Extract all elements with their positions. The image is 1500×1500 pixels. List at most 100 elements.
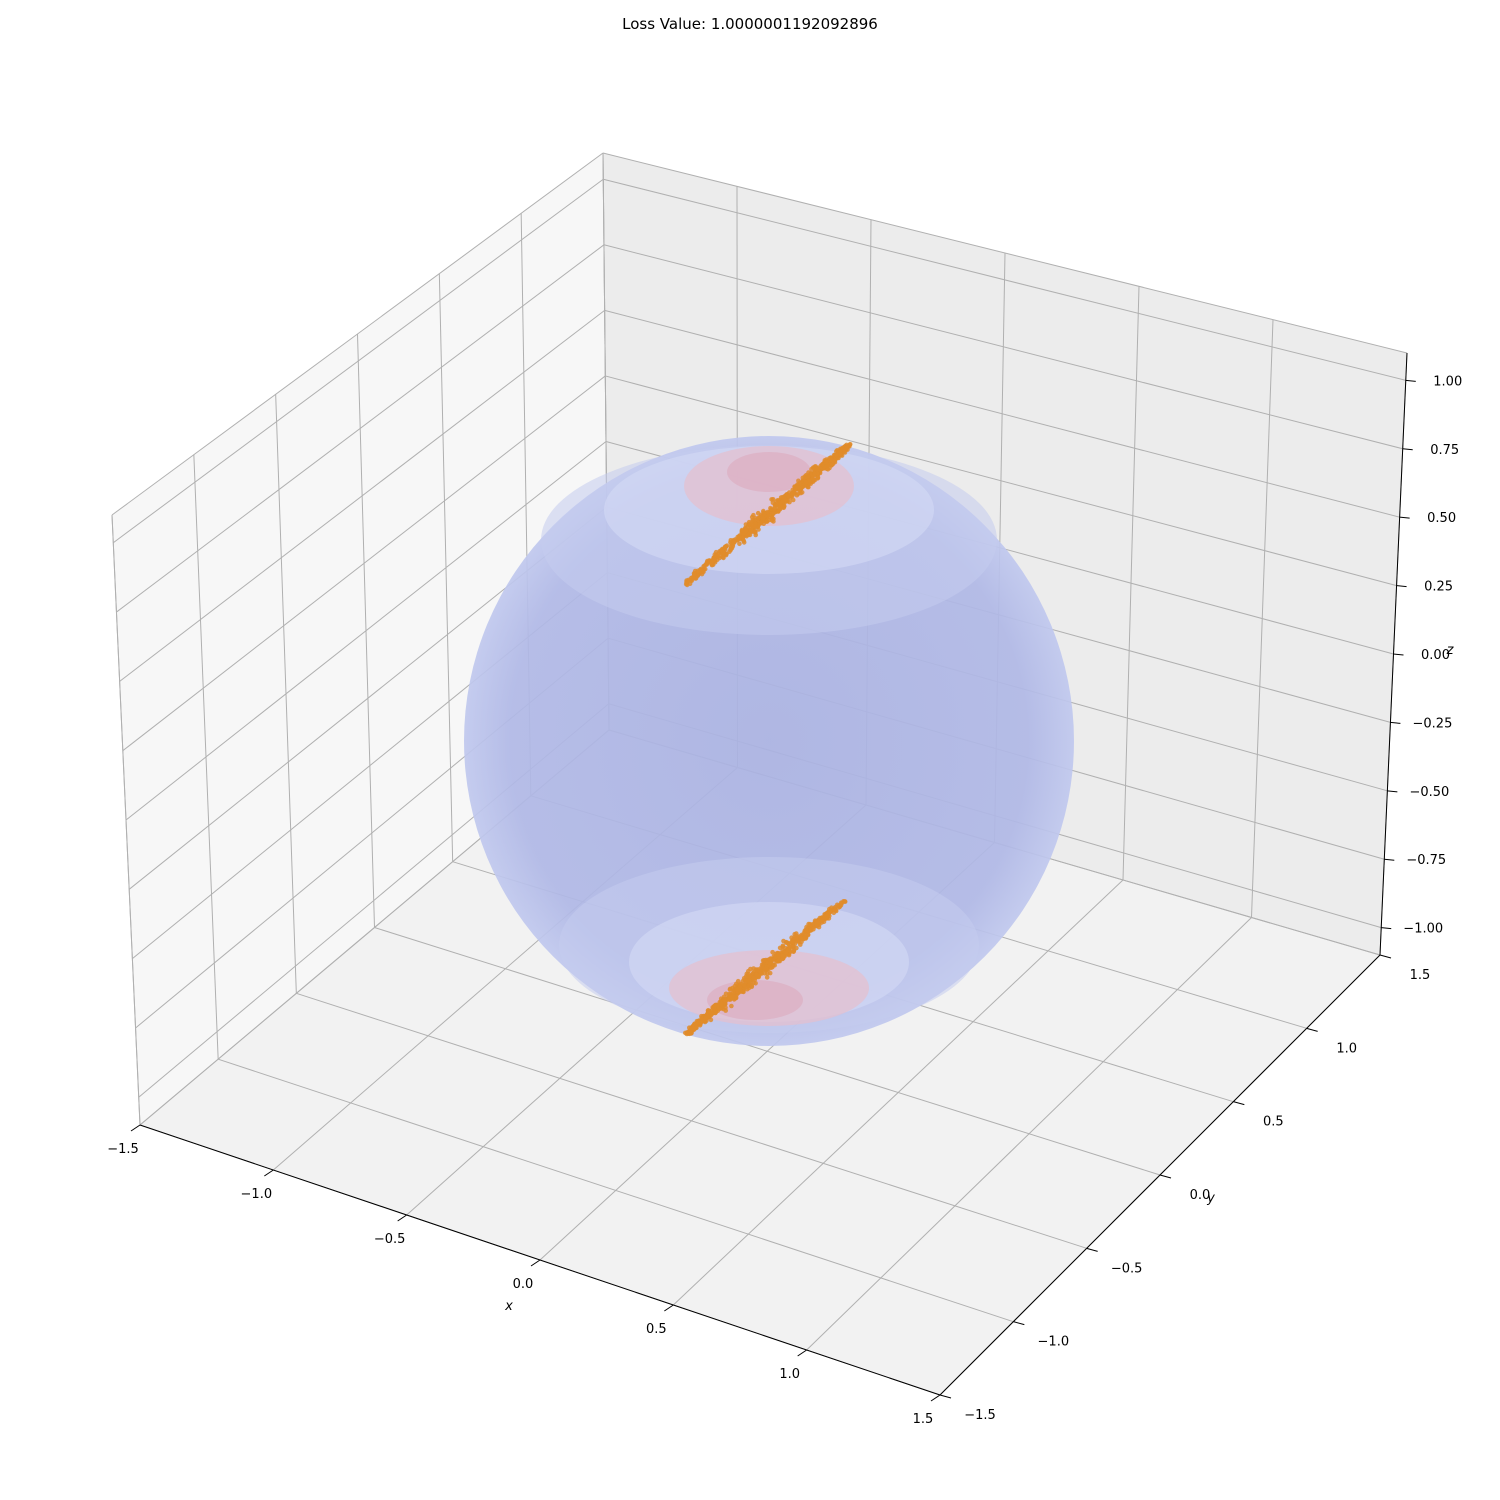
y-tick <box>1306 1027 1318 1032</box>
y-tick <box>1233 1101 1245 1106</box>
scatter-point <box>730 990 736 995</box>
scatter-point <box>767 957 773 962</box>
scatter-point <box>746 974 752 979</box>
y-tick-label: 1.5 <box>1410 968 1431 983</box>
scatter-point <box>698 566 704 572</box>
scatter-point <box>840 446 846 452</box>
scatter-point <box>838 900 844 905</box>
scatter-point <box>824 913 830 919</box>
scatter-point <box>798 936 804 941</box>
scatter-point <box>812 471 817 477</box>
y-tick <box>1159 1174 1172 1179</box>
z-tick <box>1399 516 1410 519</box>
y-tick <box>1013 1321 1025 1326</box>
scatter-point <box>767 970 773 976</box>
scatter-point <box>732 983 738 989</box>
scatter-point <box>719 548 725 553</box>
z-gridline-left <box>122 375 606 752</box>
x-tick <box>797 1349 807 1357</box>
scatter-point <box>742 983 747 988</box>
scatter-point <box>737 541 742 547</box>
scatter-point <box>805 932 811 937</box>
scatter-point <box>747 978 752 984</box>
scatter-point <box>754 967 760 973</box>
scatter-point <box>733 537 738 542</box>
y-gridline <box>296 992 1087 1249</box>
z-tick-label: −0.25 <box>1413 716 1453 731</box>
z-gridline <box>603 178 1406 381</box>
scatter-point <box>751 512 756 518</box>
scatter-point <box>793 935 799 941</box>
scatter-point <box>709 1010 715 1016</box>
z-tick-label: −0.75 <box>1406 853 1446 868</box>
z-tick <box>1390 721 1401 724</box>
z-tick-label: 0.25 <box>1424 580 1453 595</box>
floor-pane <box>140 730 1380 1395</box>
z-tick <box>1396 585 1407 588</box>
x-tick <box>530 1259 541 1267</box>
z-gridline-left <box>119 309 605 682</box>
scatter-point <box>824 459 829 465</box>
z-tick-label: 0.50 <box>1427 511 1456 526</box>
z-tick-label: −0.50 <box>1409 785 1449 800</box>
scatter-point <box>757 520 763 526</box>
x-tick-label: −1.0 <box>241 1187 273 1202</box>
scatter-point <box>780 953 786 959</box>
scatter-point <box>804 924 809 930</box>
box-edge <box>602 152 1408 354</box>
scatter-point <box>770 497 776 502</box>
sphere-surface <box>464 436 1074 1046</box>
scatter-point <box>842 450 848 455</box>
y-tick <box>1086 1247 1098 1252</box>
scatter-point <box>756 973 762 979</box>
scatter-point <box>771 511 776 516</box>
scatter-point <box>770 500 776 506</box>
scatter-point <box>761 958 767 963</box>
scatter-point <box>810 922 815 927</box>
z-tick <box>1381 927 1392 930</box>
box-edge <box>111 152 604 516</box>
scatter-point <box>769 518 775 523</box>
scatter-point <box>704 562 709 567</box>
x-tick-label: −1.5 <box>107 1142 139 1157</box>
y-tick-label: −0.5 <box>1111 1261 1143 1276</box>
x-tick-label: 0.5 <box>646 1322 667 1337</box>
scatter-point <box>819 918 825 924</box>
scatter-point <box>737 535 742 540</box>
x-tick-label: 0.0 <box>513 1277 534 1292</box>
z-tick <box>1384 858 1395 861</box>
y-tick-label: −1.0 <box>1038 1335 1070 1350</box>
scatter-point <box>795 491 801 497</box>
scatter-point <box>790 939 796 945</box>
scatter-point <box>787 499 792 505</box>
x-tick-label: 1.0 <box>779 1367 800 1382</box>
scatter-point <box>805 473 811 479</box>
scatter-point <box>776 500 782 506</box>
scatter-point <box>829 457 834 463</box>
z-tick <box>1405 379 1416 382</box>
z-gridline-left <box>116 244 605 613</box>
scatter-point <box>729 1003 734 1009</box>
scatter-point <box>705 1014 710 1019</box>
scatter-point <box>764 519 770 524</box>
y-tick-label: −1.5 <box>964 1408 996 1423</box>
z-axis-label: z <box>1446 643 1455 658</box>
y-tick <box>939 1394 952 1399</box>
x-tick <box>397 1214 407 1222</box>
scatter-point <box>820 462 825 467</box>
scatter-point <box>816 920 821 925</box>
scatter-point <box>772 506 777 512</box>
y-gridline <box>218 1058 1014 1323</box>
scatter-point <box>832 458 838 463</box>
scatter-point <box>767 961 772 966</box>
north-band-4 <box>727 452 811 492</box>
scatter-point <box>729 995 735 1001</box>
z-tick-label: 0.75 <box>1430 443 1459 458</box>
y-gridline <box>374 927 1161 1176</box>
scatter-point <box>788 945 793 950</box>
z-tick <box>1387 790 1398 793</box>
z-tick-label: 1.00 <box>1433 374 1462 389</box>
left-pane <box>112 153 609 1125</box>
scatter-point <box>791 949 796 954</box>
